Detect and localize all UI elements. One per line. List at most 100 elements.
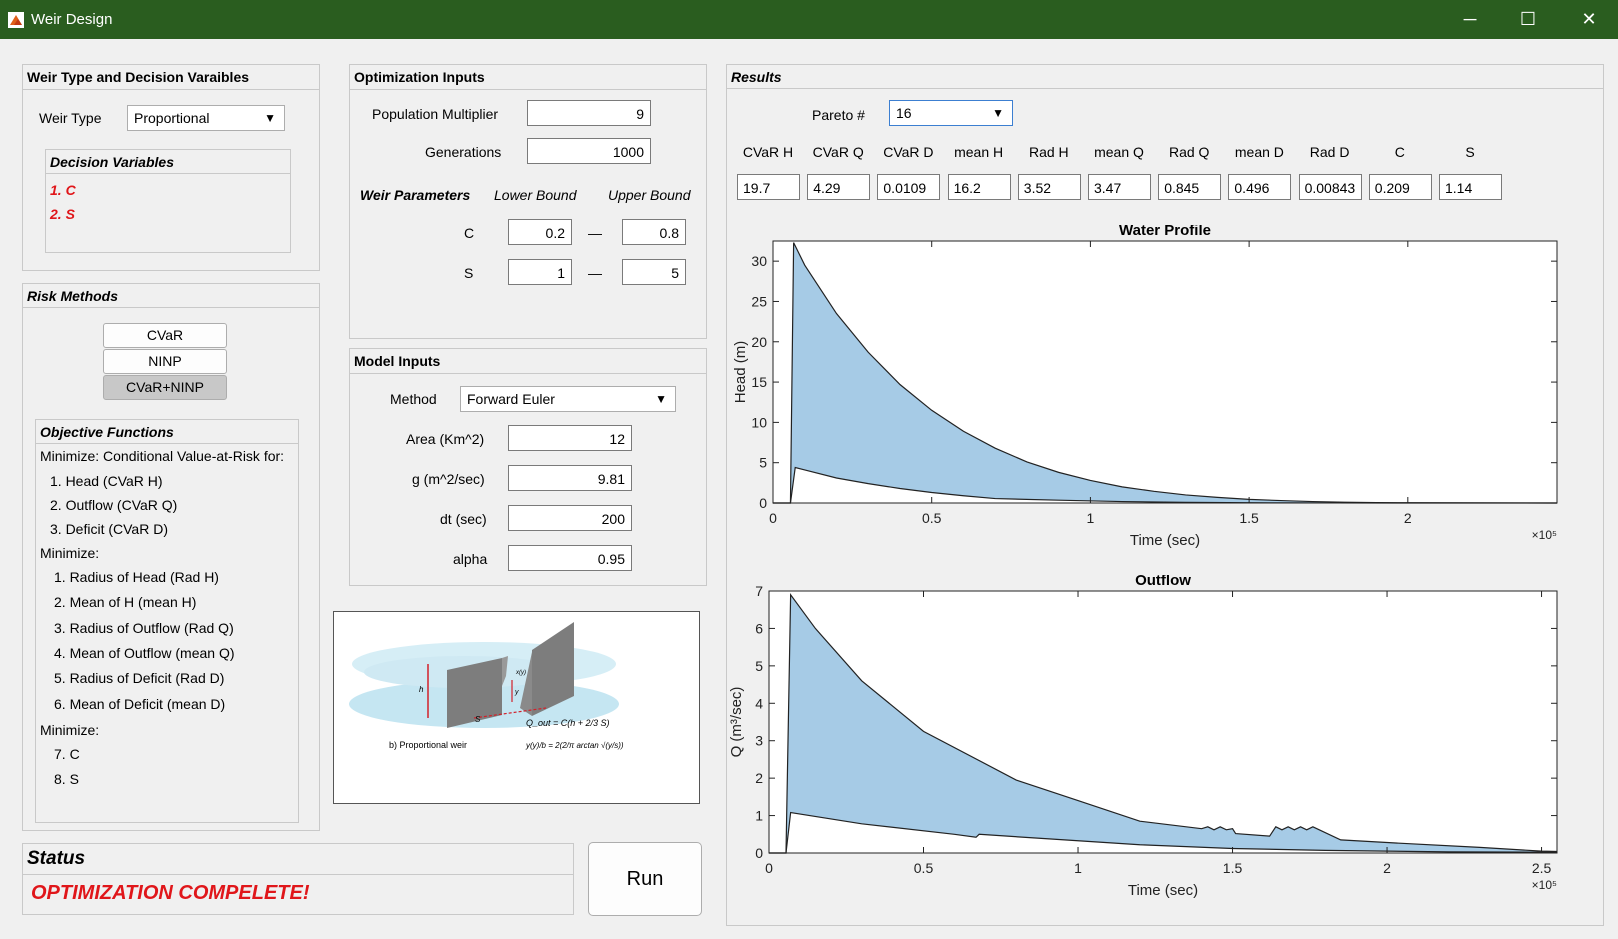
pareto-value: 16 [896, 105, 912, 121]
formula-outflow: Q_out = C(h + 2/3 S) [526, 718, 610, 728]
label-xy: x(y) [515, 670, 526, 676]
result-column-header: mean D [1234, 144, 1284, 160]
optimization-inputs-panel: Optimization Inputs Population Multiplie… [349, 64, 707, 339]
result-column-header: CVaR H [742, 144, 794, 160]
y-tick-label: 4 [755, 695, 763, 711]
y-tick-label: 7 [755, 583, 763, 599]
close-button[interactable]: ✕ [1581, 9, 1597, 29]
generations-input[interactable]: 1000 [527, 138, 651, 164]
param-s-lower-input[interactable]: 1 [508, 259, 572, 285]
pareto-label: Pareto # [812, 107, 865, 123]
envelope-area [769, 594, 1557, 853]
x-exponent-label: ×10⁵ [1532, 878, 1557, 892]
method-label: Method [390, 391, 437, 407]
upper-bound-line [773, 242, 1558, 504]
x-tick-label: 0.5 [922, 510, 942, 526]
y-tick-label: 0 [755, 845, 763, 861]
x-tick-label: 1 [1087, 510, 1095, 526]
objective-line: Minimize: [40, 545, 100, 561]
cvar-button[interactable]: CVaR [103, 323, 227, 348]
status-message: OPTIMIZATION COMPELETE! [31, 882, 310, 904]
minimize-button[interactable]: ─ [1463, 9, 1477, 29]
objective-line: Minimize: [40, 722, 100, 738]
result-column-header: Rad Q [1168, 144, 1210, 160]
upper-bound-label: Upper Bound [608, 187, 691, 203]
result-value-field[interactable]: 0.209 [1368, 174, 1432, 200]
run-button[interactable]: Run [588, 842, 702, 916]
decision-variables-panel: Decision Variables 1. C 2. S [45, 149, 291, 253]
weir-type-dropdown[interactable]: Proportional ▼ [127, 105, 285, 131]
outflow-chart: 0 0.5 1 1.5 2 2.5 0 1 2 3 4 5 6 7 Outflow Time (sec) Q (… [728, 575, 1558, 899]
alpha-input[interactable]: 0.95 [508, 545, 632, 571]
param-s-upper-input[interactable]: 5 [622, 259, 686, 285]
maximize-button[interactable]: ☐ [1519, 9, 1537, 29]
chevron-down-icon: ▼ [264, 111, 276, 125]
alpha-label: alpha [453, 551, 488, 567]
cvar-ninp-button[interactable]: CVaR+NINP [103, 375, 227, 400]
result-column-header: CVaR Q [812, 144, 864, 160]
y-tick-label: 15 [751, 374, 767, 390]
label-y: y [514, 689, 519, 696]
x-tick-label: 2.5 [1532, 860, 1552, 876]
g-input[interactable]: 9.81 [508, 465, 632, 491]
objective-line: 1. Head (CVaR H) [50, 473, 163, 489]
result-value-field[interactable]: 3.47 [1088, 174, 1151, 200]
dt-input[interactable]: 200 [508, 505, 632, 531]
result-value-field[interactable]: 16.2 [947, 174, 1011, 200]
result-value-field[interactable]: 0.00843 [1298, 174, 1362, 200]
chart-title: Water Profile [1119, 225, 1211, 239]
model-inputs-panel: Model Inputs Method Forward Euler ▼ Area… [349, 348, 707, 586]
y-axis-label: Head (m) [732, 341, 749, 404]
area-input[interactable]: 12 [508, 425, 632, 451]
y-tick-label: 6 [755, 620, 763, 636]
range-dash: — [588, 265, 602, 281]
upper-bound-line [769, 592, 1558, 854]
formula-profile: y(y)/b = 2(2/π arctan √(y/s)) [525, 741, 624, 750]
weir-illustration: h S y x(y) b) Proportional weir Q_out = … [349, 622, 624, 750]
x-exponent-label: ×10⁵ [1532, 528, 1557, 542]
objective-line: 3. Radius of Outflow (Rad Q) [54, 620, 234, 636]
x-tick-label: 0.5 [914, 860, 934, 876]
pareto-dropdown[interactable]: 16 ▼ [889, 100, 1013, 126]
weir-caption: b) Proportional weir [389, 740, 467, 750]
method-dropdown[interactable]: Forward Euler ▼ [460, 386, 676, 412]
result-value-field[interactable]: 0.496 [1228, 174, 1292, 200]
objective-line: Minimize: Conditional Value-at-Risk for: [40, 448, 285, 464]
label-h: h [419, 685, 424, 694]
decision-var-c: 1. C [50, 182, 76, 198]
optimization-inputs-title: Optimization Inputs [354, 69, 485, 85]
result-value-field[interactable]: 0.845 [1158, 174, 1222, 200]
result-column-header: Rad D [1309, 144, 1350, 160]
g-label: g (m^2/sec) [412, 471, 485, 487]
objective-line: 2. Mean of H (mean H) [54, 594, 197, 610]
objective-functions-title: Objective Functions [40, 424, 174, 440]
y-axis-label: Q (m³/sec) [728, 687, 745, 758]
x-tick-label: 1.5 [1239, 510, 1259, 526]
y-tick-label: 1 [755, 808, 763, 824]
weir-type-panel-title: Weir Type and Decision Varaibles [27, 69, 250, 85]
results-panel: Results Pareto # 16 ▼ CVaR H 19.7 CVaR Q 4.… [726, 64, 1604, 926]
ninp-button[interactable]: NINP [103, 349, 227, 374]
result-value-field[interactable]: 1.14 [1439, 174, 1502, 200]
result-value-field[interactable]: 3.52 [1017, 174, 1081, 200]
results-title: Results [731, 69, 782, 85]
objective-line: 5. Radius of Deficit (Rad D) [54, 670, 225, 686]
population-multiplier-input[interactable]: 9 [527, 100, 651, 126]
y-tick-label: 0 [759, 495, 767, 511]
result-value-field[interactable]: 0.0109 [877, 174, 941, 200]
x-tick-label: 0 [765, 860, 773, 876]
y-tick-label: 25 [751, 293, 767, 309]
result-column-header: S [1465, 144, 1475, 160]
result-value-field[interactable]: 19.7 [737, 174, 800, 200]
param-c-upper-input[interactable]: 0.8 [622, 219, 686, 245]
result-column-header: CVaR D [883, 144, 934, 160]
param-c-lower-input[interactable]: 0.2 [508, 219, 572, 245]
status-title: Status [27, 848, 86, 869]
objective-line: 7. C [54, 746, 80, 762]
weir-diagram-image: h S y x(y) b) Proportional weir Q_out = … [333, 611, 700, 804]
x-tick-label: 1.5 [1223, 860, 1243, 876]
x-tick-label: 1 [1074, 860, 1082, 876]
objective-line: 3. Deficit (CVaR D) [50, 521, 168, 537]
result-value-field[interactable]: 4.29 [807, 174, 871, 200]
y-tick-label: 5 [755, 658, 763, 674]
